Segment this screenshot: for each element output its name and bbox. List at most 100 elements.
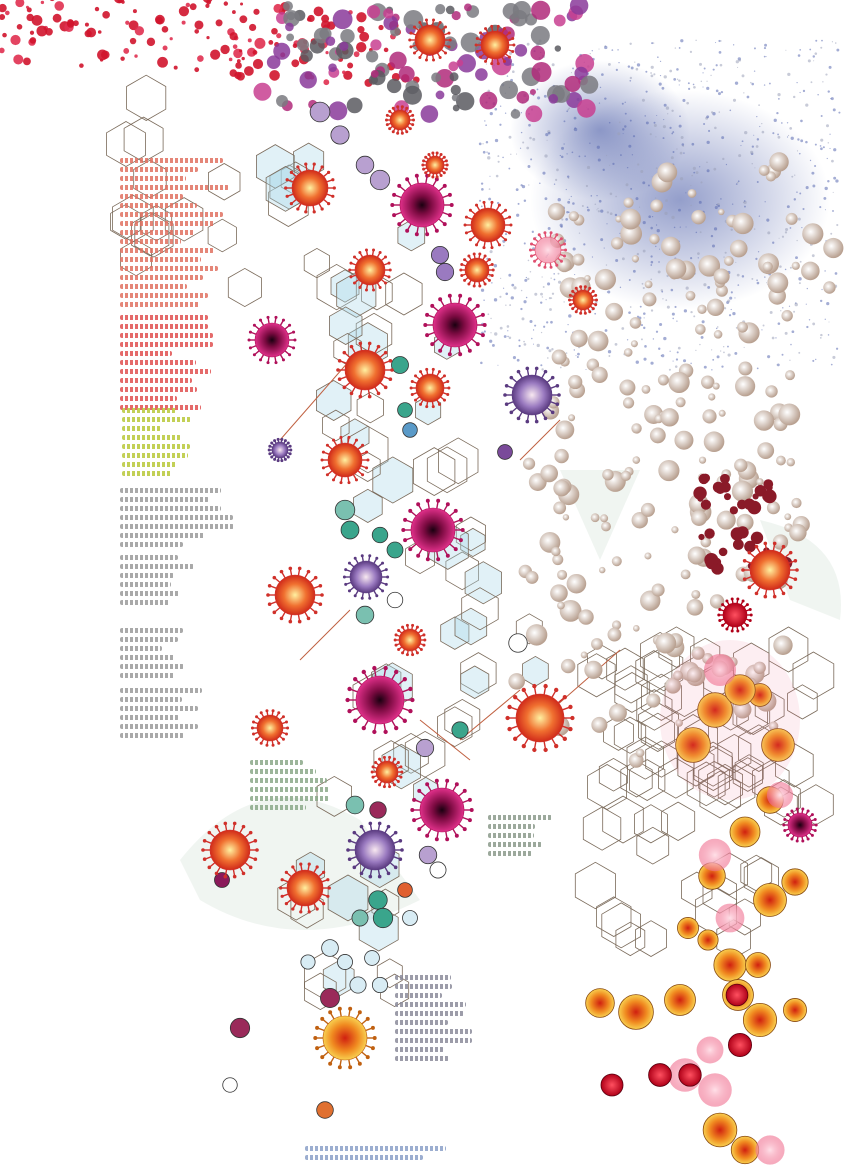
text-line	[395, 984, 452, 989]
text-line	[120, 284, 188, 289]
text-line	[120, 533, 206, 538]
text-line	[488, 842, 542, 847]
text-line	[120, 488, 222, 493]
text-line	[120, 176, 186, 181]
text-line	[120, 542, 184, 547]
text-line	[120, 524, 234, 529]
virus-icon	[266, 566, 324, 624]
text-line	[120, 158, 224, 163]
virus-icon	[370, 755, 404, 789]
text-line	[395, 1020, 448, 1025]
virus-icon	[474, 24, 516, 66]
text-line	[120, 266, 218, 271]
text-line	[120, 637, 179, 642]
text-line	[120, 733, 184, 738]
virus-icon	[568, 285, 598, 315]
text-line	[395, 1029, 473, 1034]
text-line	[120, 194, 183, 199]
text-line	[120, 515, 233, 520]
text-line	[120, 688, 202, 693]
text-line	[122, 426, 161, 431]
text-line	[120, 396, 177, 401]
text-line	[120, 239, 181, 244]
virus-icon	[717, 597, 753, 633]
text-line	[120, 573, 174, 578]
text-line	[120, 497, 209, 502]
virus-icon	[336, 341, 394, 399]
text-line	[395, 1056, 450, 1061]
text-line	[120, 378, 193, 383]
virus-icon	[463, 200, 513, 250]
text-line	[250, 787, 330, 792]
virus-icon	[348, 248, 392, 292]
text-block-legend	[122, 408, 192, 480]
virus-icon	[247, 315, 297, 365]
text-line	[120, 248, 214, 253]
text-line	[250, 769, 317, 774]
text-block-footnote	[395, 975, 480, 1065]
text-line	[305, 1155, 423, 1160]
virus-icon	[267, 437, 293, 463]
virus-icon	[528, 231, 568, 269]
text-line	[122, 462, 177, 467]
text-line	[120, 333, 214, 338]
virus-icon	[782, 807, 818, 843]
virus-cluster	[201, 18, 818, 1070]
virus-icon	[408, 18, 452, 62]
text-line	[122, 417, 192, 422]
text-line	[120, 591, 180, 596]
virus-icon	[284, 162, 336, 214]
text-line	[120, 351, 173, 356]
virus-icon	[346, 821, 404, 879]
molecule-network-icon	[106, 74, 835, 1011]
text-line	[120, 324, 209, 329]
text-line	[250, 796, 330, 801]
text-line	[120, 706, 199, 711]
text-line	[488, 815, 553, 820]
particle-cloud-icon	[0, 0, 841, 371]
virus-icon	[250, 709, 290, 747]
text-line	[120, 387, 197, 392]
text-line	[120, 275, 203, 280]
text-block-body-4	[120, 688, 205, 742]
text-line	[488, 824, 535, 829]
cell-cluster	[214, 101, 844, 1165]
text-line	[120, 167, 199, 172]
text-line	[120, 715, 179, 720]
virus-icon	[342, 554, 390, 600]
text-line	[120, 655, 176, 660]
virus-icon	[279, 862, 331, 914]
text-line	[250, 805, 307, 810]
text-line	[395, 993, 442, 998]
text-line	[120, 600, 170, 605]
text-line	[120, 203, 197, 208]
text-line	[120, 646, 162, 651]
text-line	[250, 760, 303, 765]
text-block-body-2	[120, 555, 200, 609]
virus-icon	[385, 105, 415, 135]
virus-icon	[201, 821, 259, 879]
text-line	[395, 1038, 473, 1043]
text-block-body-3	[120, 628, 190, 682]
text-line	[120, 697, 183, 702]
text-line	[120, 506, 222, 511]
text-line	[120, 724, 199, 729]
text-line	[120, 293, 208, 298]
text-line	[122, 453, 188, 458]
text-line	[120, 628, 183, 633]
text-line	[120, 315, 209, 320]
text-line	[120, 564, 195, 569]
virus-icon	[393, 623, 427, 657]
virus-icon	[421, 151, 449, 179]
virus-icon	[741, 541, 799, 599]
text-line	[122, 444, 190, 449]
text-line	[120, 405, 201, 410]
text-line	[488, 851, 533, 856]
virus-icon	[423, 293, 487, 357]
virus-icon	[410, 778, 474, 842]
text-line	[395, 1002, 466, 1007]
virus-icon	[313, 1006, 377, 1070]
text-block-caption	[305, 1146, 495, 1164]
text-line	[122, 471, 173, 476]
text-line	[250, 778, 327, 783]
